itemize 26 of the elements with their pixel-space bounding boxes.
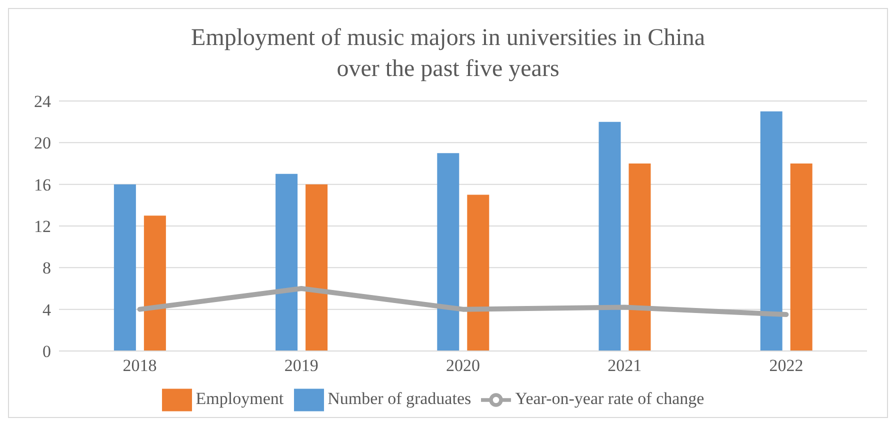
legend-label: Employment (196, 388, 284, 408)
y-tick-label: 20 (34, 134, 51, 153)
x-tick-label: 2021 (608, 356, 642, 376)
bar (437, 153, 460, 351)
bar (760, 111, 782, 351)
x-tick-label: 2022 (769, 356, 804, 376)
y-tick-label: 16 (34, 175, 51, 194)
bar (114, 184, 136, 351)
legend-label: Number of graduates (328, 388, 472, 408)
x-tick-label: 2019 (284, 356, 318, 376)
bar (276, 174, 298, 351)
bar (628, 164, 651, 351)
chart-title: Employment of music majors in universities in China over the past five years (190, 24, 706, 84)
legend-label: Year-on-year rate of change (515, 388, 704, 408)
bar (306, 184, 328, 351)
y-tick-label: 24 (34, 92, 52, 112)
y-tick-label: 12 (34, 217, 51, 236)
bar (144, 216, 166, 351)
y-tick-label: 0 (42, 342, 51, 362)
bar (790, 164, 812, 351)
y-tick-label: 8 (42, 258, 51, 278)
y-tick-label: 4 (42, 300, 52, 320)
x-tick-label: 2018 (122, 356, 157, 376)
bar (598, 122, 621, 351)
x-tick-label: 2020 (446, 356, 480, 376)
bar (467, 194, 490, 351)
